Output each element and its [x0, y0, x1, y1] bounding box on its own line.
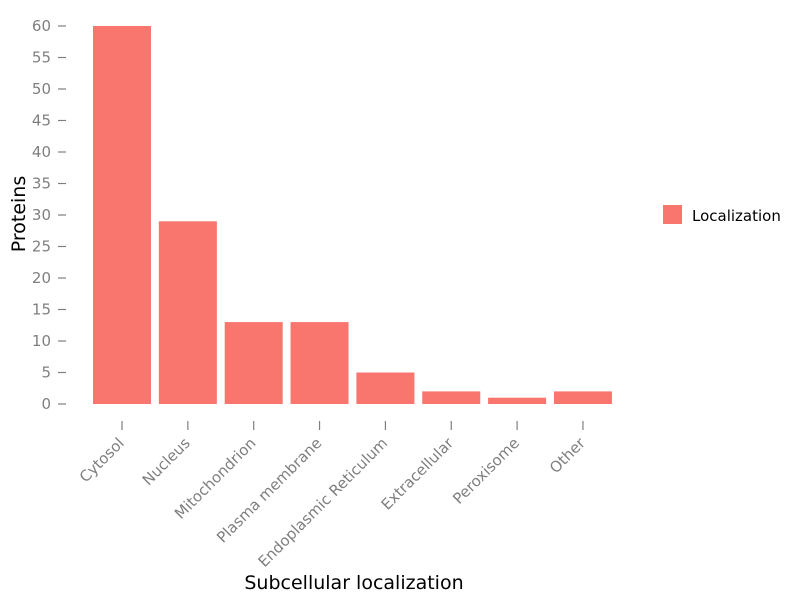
legend-label: Localization: [692, 207, 781, 225]
y-tick-label: 55: [32, 49, 51, 67]
bar: [356, 372, 415, 404]
bar: [422, 391, 481, 404]
y-tick-label: 50: [32, 80, 51, 98]
y-tick-label: 40: [32, 143, 51, 161]
y-tick-label: 60: [32, 17, 51, 35]
bar: [158, 221, 217, 404]
y-tick-label: 25: [32, 238, 51, 256]
legend-swatch: [663, 205, 682, 224]
y-tick-label: 20: [32, 269, 51, 287]
bar: [224, 322, 283, 404]
x-tick-label: Peroxisome: [449, 434, 523, 508]
y-axis-title: Proteins: [8, 176, 30, 253]
x-tick-label: Cytosol: [76, 434, 128, 486]
bar: [93, 26, 151, 404]
legend: Localization: [663, 205, 781, 225]
y-tick-label: 35: [32, 175, 51, 193]
x-tick-label: Nucleus: [139, 434, 194, 489]
y-tick-label: 15: [32, 301, 51, 319]
bars: [93, 26, 612, 404]
x-tick-label: Endoplasmic Reticulum: [255, 434, 392, 571]
bar: [553, 391, 612, 404]
y-tick-label: 10: [32, 332, 51, 350]
x-tick-label: Other: [546, 434, 589, 477]
y-tick-label: 30: [32, 206, 51, 224]
y-axis: 0 5 10 15 20 25 30 35 40 45 50 55 60: [32, 17, 66, 413]
y-tick-label: 45: [32, 112, 51, 130]
x-axis-title: Subcellular localization: [244, 572, 463, 594]
bar: [290, 322, 349, 404]
bar: [488, 397, 547, 404]
y-tick-label: 5: [41, 364, 51, 382]
y-tick-label: 0: [41, 395, 51, 413]
